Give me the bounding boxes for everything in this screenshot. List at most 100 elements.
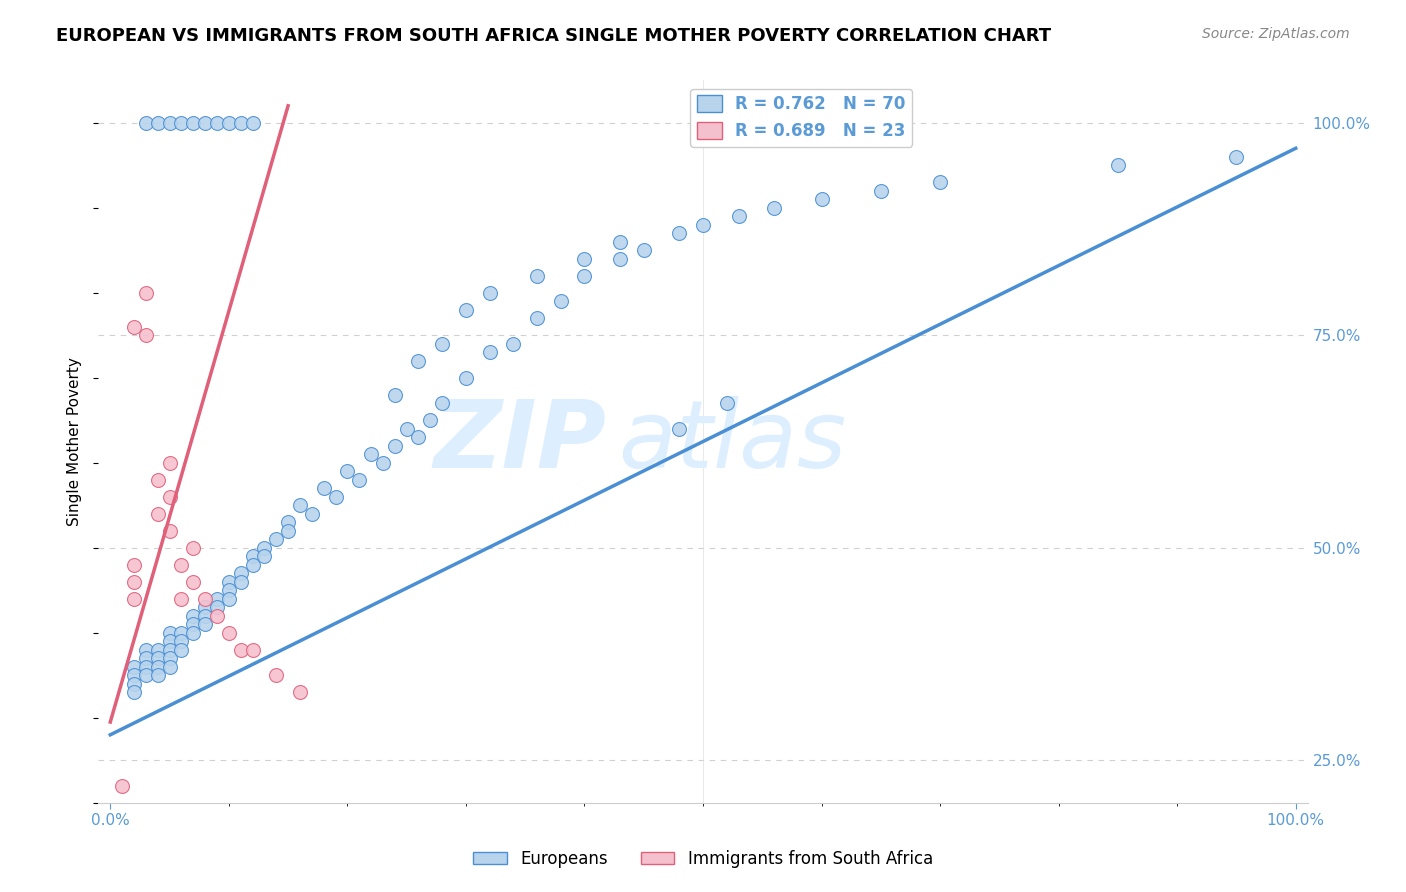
Point — [432, 396, 454, 410]
Point — [727, 209, 749, 223]
Point — [181, 608, 204, 623]
Point — [242, 642, 264, 657]
Point — [253, 541, 276, 555]
Point — [408, 353, 430, 368]
Point — [229, 574, 252, 589]
Point — [170, 591, 193, 606]
Point — [478, 345, 501, 359]
Point — [194, 116, 217, 130]
Point — [668, 422, 690, 436]
Point — [135, 285, 157, 300]
Point — [194, 608, 217, 623]
Point — [159, 456, 181, 470]
Point — [763, 201, 786, 215]
Point — [633, 244, 655, 258]
Point — [692, 218, 714, 232]
Point — [146, 473, 169, 487]
Point — [146, 507, 169, 521]
Point — [218, 591, 240, 606]
Point — [229, 566, 252, 581]
Point — [325, 490, 347, 504]
Point — [194, 617, 217, 632]
Point — [550, 294, 572, 309]
Point — [277, 516, 299, 530]
Point — [159, 634, 181, 648]
Point — [242, 558, 264, 572]
Point — [122, 677, 145, 691]
Point — [347, 473, 370, 487]
Legend: Europeans, Immigrants from South Africa: Europeans, Immigrants from South Africa — [467, 844, 939, 875]
Y-axis label: Single Mother Poverty: Single Mother Poverty — [67, 357, 83, 526]
Point — [419, 413, 441, 427]
Point — [170, 642, 193, 657]
Point — [288, 498, 311, 512]
Point — [218, 583, 240, 598]
Text: ZIP: ZIP — [433, 395, 606, 488]
Point — [205, 600, 228, 615]
Point — [181, 116, 204, 130]
Point — [454, 302, 477, 317]
Point — [668, 227, 690, 241]
Point — [181, 541, 204, 555]
Point — [360, 447, 382, 461]
Point — [218, 116, 240, 130]
Point — [253, 549, 276, 564]
Point — [609, 235, 631, 249]
Point — [159, 642, 181, 657]
Point — [205, 608, 228, 623]
Point — [135, 116, 157, 130]
Point — [454, 371, 477, 385]
Point — [170, 116, 193, 130]
Point — [146, 116, 169, 130]
Point — [574, 252, 596, 266]
Point — [146, 651, 169, 665]
Point — [242, 549, 264, 564]
Text: atlas: atlas — [619, 396, 846, 487]
Point — [122, 660, 145, 674]
Point — [122, 591, 145, 606]
Point — [277, 524, 299, 538]
Point — [159, 651, 181, 665]
Point — [478, 285, 501, 300]
Point — [336, 464, 359, 478]
Point — [810, 192, 832, 206]
Point — [716, 396, 738, 410]
Point — [146, 642, 169, 657]
Point — [122, 685, 145, 699]
Point — [159, 524, 181, 538]
Point — [135, 651, 157, 665]
Point — [384, 439, 406, 453]
Point — [1225, 150, 1247, 164]
Point — [194, 591, 217, 606]
Point — [526, 311, 548, 326]
Point — [159, 625, 181, 640]
Point — [122, 558, 145, 572]
Point — [502, 336, 524, 351]
Point — [288, 685, 311, 699]
Text: Source: ZipAtlas.com: Source: ZipAtlas.com — [1202, 27, 1350, 41]
Point — [170, 558, 193, 572]
Point — [432, 336, 454, 351]
Point — [218, 574, 240, 589]
Point — [229, 116, 252, 130]
Point — [371, 456, 394, 470]
Text: EUROPEAN VS IMMIGRANTS FROM SOUTH AFRICA SINGLE MOTHER POVERTY CORRELATION CHART: EUROPEAN VS IMMIGRANTS FROM SOUTH AFRICA… — [56, 27, 1052, 45]
Point — [159, 490, 181, 504]
Point — [242, 116, 264, 130]
Point — [135, 668, 157, 682]
Point — [929, 175, 952, 189]
Point — [135, 328, 157, 343]
Point — [181, 625, 204, 640]
Point — [170, 634, 193, 648]
Point — [159, 116, 181, 130]
Point — [122, 574, 145, 589]
Point — [869, 184, 891, 198]
Point — [146, 660, 169, 674]
Point — [122, 668, 145, 682]
Point — [229, 642, 252, 657]
Point — [159, 660, 181, 674]
Point — [609, 252, 631, 266]
Point — [264, 533, 287, 547]
Point — [135, 642, 157, 657]
Legend: R = 0.762   N = 70, R = 0.689   N = 23: R = 0.762 N = 70, R = 0.689 N = 23 — [690, 88, 912, 146]
